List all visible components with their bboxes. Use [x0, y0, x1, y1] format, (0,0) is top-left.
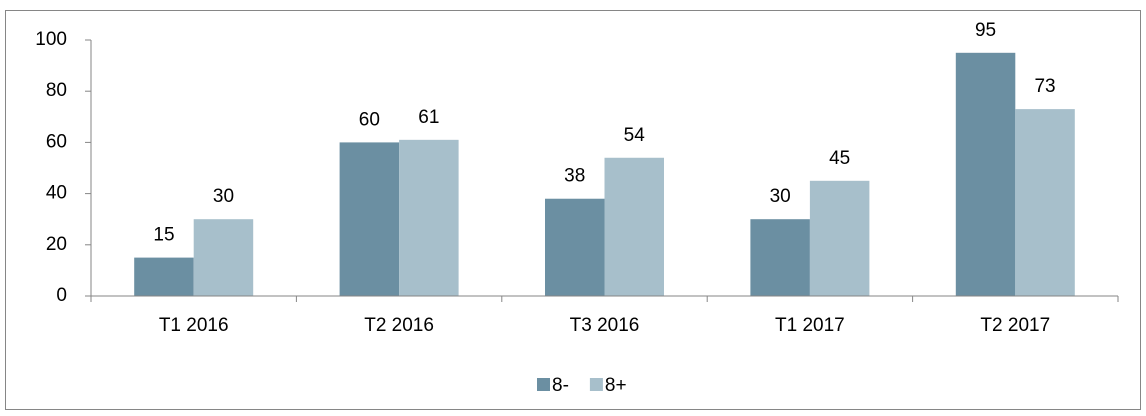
bar	[545, 198, 605, 296]
bar	[604, 157, 664, 296]
legend-label: 8+	[605, 375, 627, 396]
value-label: 61	[418, 107, 439, 128]
y-tick-label: 20	[46, 234, 67, 255]
bar	[134, 257, 194, 296]
value-label: 30	[213, 186, 234, 207]
value-label: 15	[153, 225, 174, 246]
bar	[1015, 109, 1075, 297]
value-label: 45	[829, 148, 850, 169]
y-tick-label: 80	[46, 80, 67, 101]
y-tick-label: 100	[35, 29, 67, 50]
value-label: 38	[564, 166, 585, 187]
legend-swatch	[537, 378, 550, 391]
value-label: 30	[770, 186, 791, 207]
x-tick-label: T1 2017	[775, 315, 845, 336]
bar	[339, 142, 400, 296]
legend-swatch	[589, 378, 603, 391]
legend-label: 8-	[552, 375, 569, 396]
value-label: 95	[975, 20, 996, 41]
x-tick-label: T1 2016	[159, 315, 229, 336]
y-tick-label: 0	[56, 285, 67, 306]
x-tick-label: T2 2016	[364, 315, 434, 336]
x-tick-label: T2 2017	[980, 315, 1050, 336]
y-tick-label: 60	[46, 131, 67, 152]
y-tick-label: 40	[46, 183, 67, 204]
value-label: 54	[624, 125, 646, 146]
bar	[750, 219, 810, 296]
bar	[809, 180, 870, 296]
value-label: 60	[359, 109, 380, 130]
x-tick-label: T3 2016	[570, 315, 640, 336]
bar	[399, 139, 459, 296]
bar	[193, 219, 254, 296]
bar	[955, 52, 1016, 296]
value-label: 73	[1034, 76, 1055, 97]
